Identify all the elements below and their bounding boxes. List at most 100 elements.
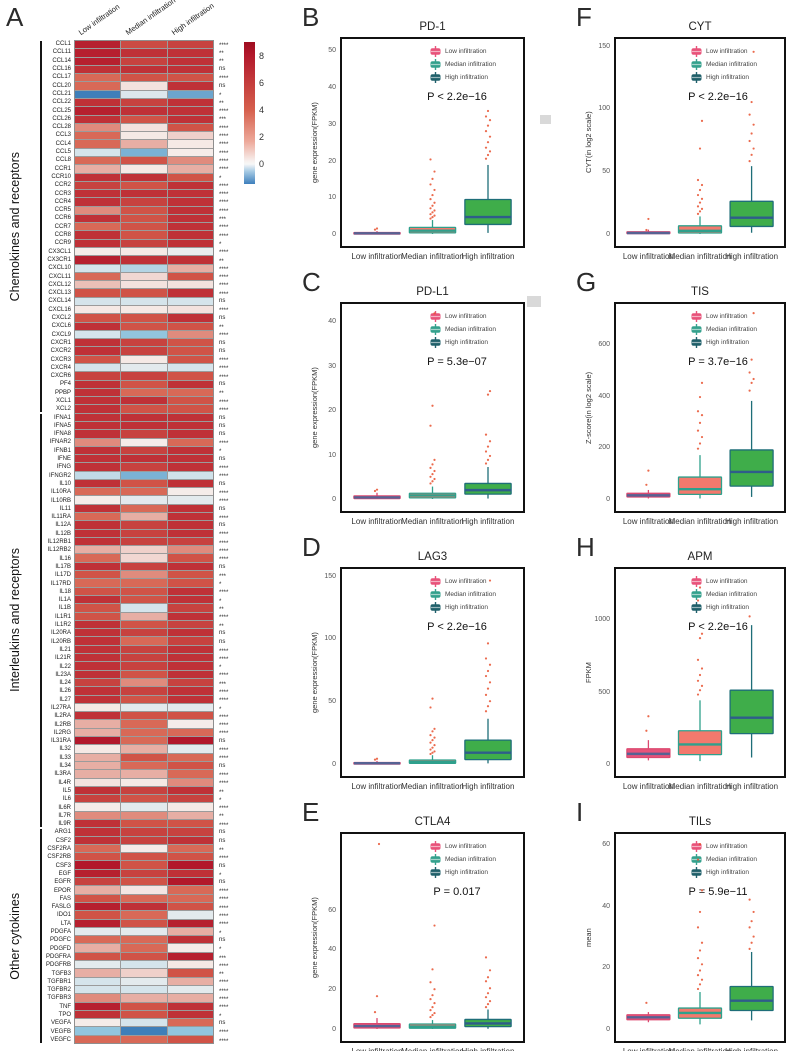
heatmap-cell-CCL20-2 (167, 82, 213, 90)
gene-label: CSF2 (55, 837, 71, 844)
gene-label: CCR1 (54, 165, 71, 172)
heatmap-cell-IL2RA-0 (75, 712, 121, 720)
legend-label: High infiltration (706, 869, 749, 876)
significance-marker: **** (219, 756, 229, 763)
gene-label: IL18 (59, 588, 71, 595)
heatmap-cell-CXCR1-0 (75, 339, 121, 347)
gene-label: CSF3 (55, 862, 71, 869)
significance-marker: **** (219, 963, 229, 970)
heatmap-cell-IFNA8-0 (75, 430, 121, 438)
heatmap-cell-CXCL12-0 (75, 281, 121, 289)
y-tick-label: 100 (324, 635, 336, 643)
heatmap-cell-CXCR4-1 (121, 363, 167, 372)
heatmap-cell-CCL22-2 (167, 98, 213, 107)
heatmap-cell-IL20RA-0 (75, 629, 121, 637)
legend-label: Low infiltration (706, 48, 748, 55)
heatmap-cell-EGF-0 (75, 869, 121, 878)
heatmap-cell-IFNA5-1 (121, 421, 167, 430)
gene-label: IL5 (62, 787, 71, 794)
p-value-label: P = 0.017 (433, 886, 481, 898)
heatmap-cell-IFNA8-2 (167, 430, 213, 438)
heatmap-cell-CCL1-1 (121, 41, 167, 49)
heatmap-cell-CCL16-1 (121, 65, 167, 74)
p-value-label: P = 3.7e−16 (688, 356, 748, 368)
gene-label: IL26 (59, 688, 71, 695)
heatmap-cell-FASLG-1 (121, 902, 167, 911)
significance-marker: ns (219, 837, 226, 844)
gene-label: CXCL14 (48, 298, 71, 305)
y-axis-label: Z-score(in log2 scale) (584, 371, 593, 444)
boxplot-svg-TILs (626, 843, 774, 1025)
y-tick-label: 50 (602, 168, 610, 176)
gene-label: IL33 (59, 754, 71, 761)
heatmap-cell-IL27RA-0 (75, 703, 121, 712)
legend-label: Low infiltration (445, 843, 487, 850)
gene-label: IFNAR2 (49, 439, 71, 446)
significance-marker: **** (219, 109, 229, 116)
heatmap-cell-CSF3-0 (75, 861, 121, 869)
gene-label: TNF (59, 1003, 71, 1010)
panel-letter-F: F (576, 2, 592, 32)
gene-label: IL11 (59, 505, 71, 512)
heatmap-cell-CX3CL1-2 (167, 248, 213, 256)
heatmap-cell-IL17RD-0 (75, 579, 121, 587)
heatmap-cell-EGF-1 (121, 869, 167, 878)
heatmap-cell-IL18-0 (75, 587, 121, 595)
gene-label: IFNA1 (53, 414, 71, 421)
heatmap-cell-EGFR-0 (75, 878, 121, 886)
heatmap-cell-CCL26-1 (121, 115, 167, 123)
heatmap-cell-CCR1-1 (121, 165, 167, 173)
significance-marker: *** (219, 681, 227, 688)
significance-marker: ns (219, 879, 226, 886)
significance-marker: ns (219, 1020, 226, 1027)
gene-label: PDGFA (50, 929, 71, 936)
significance-marker: ns (219, 738, 226, 745)
gene-label: PDGFRB (45, 962, 71, 969)
legend-item: High infiltration (430, 601, 522, 614)
y-axis-label: CYT(in log2 scale) (584, 111, 593, 174)
heatmap-cell-VEGFA-2 (167, 1019, 213, 1027)
heatmap-cell-CCL20-0 (75, 82, 121, 90)
significance-marker: **** (219, 192, 229, 199)
gene-label: XCL1 (55, 397, 71, 404)
gene-label: PDGFD (50, 945, 71, 952)
heatmap-cell-CSF3-1 (121, 861, 167, 869)
gene-label: IL7R (58, 812, 71, 819)
boxplot-key-icon (430, 589, 441, 600)
heatmap-cell-CCL17-2 (167, 74, 213, 82)
heatmap-cell-TGFB3-2 (167, 969, 213, 977)
x-tick-label: Low infiltration (332, 1047, 422, 1051)
heatmap-cell-IL12RB1-0 (75, 537, 121, 546)
colorbar-tick: 8 (259, 50, 265, 61)
heatmap-cell-CCL4-2 (167, 140, 213, 148)
heatmap-cell-CCL14-2 (167, 57, 213, 65)
heatmap-cell-PDGFC-1 (121, 936, 167, 944)
heatmap-cell-IL1R2-1 (121, 620, 167, 629)
gene-label: IL27 (59, 696, 71, 703)
heatmap-cell-CSF2RB-2 (167, 853, 213, 861)
gene-label: CX3CR1 (47, 256, 71, 263)
significance-marker: ns (219, 66, 226, 73)
heatmap-cell-CXCL13-0 (75, 289, 121, 297)
significance-marker: **** (219, 358, 229, 365)
panel-letter-I: I (576, 797, 584, 827)
heatmap-cell-IL17D-1 (121, 571, 167, 579)
group-bracket (40, 829, 42, 1043)
legend: Low infiltration Median infiltration High … (691, 840, 783, 879)
heatmap-cell-CCR9-0 (75, 239, 121, 248)
significance-marker: **** (219, 183, 229, 190)
heatmap-cell-IFNA5-2 (167, 421, 213, 430)
heatmap-cell-IL17B-2 (167, 562, 213, 571)
x-tick-label: Median infiltration (655, 1047, 745, 1051)
heatmap-cell-IL21-0 (75, 645, 121, 654)
gene-label: CX3CL1 (48, 248, 71, 255)
x-tick-label: High infiltration (725, 517, 779, 526)
heatmap-cell-IFNA5-0 (75, 421, 121, 430)
heatmap-cell-IL22-0 (75, 662, 121, 670)
scan-artifact (540, 115, 551, 124)
heatmap-cell-IL21-1 (121, 645, 167, 654)
heatmap-cell-XCL2-0 (75, 405, 121, 413)
heatmap-cell-IL2RG-1 (121, 728, 167, 737)
gene-label: IL2RA (54, 713, 71, 720)
